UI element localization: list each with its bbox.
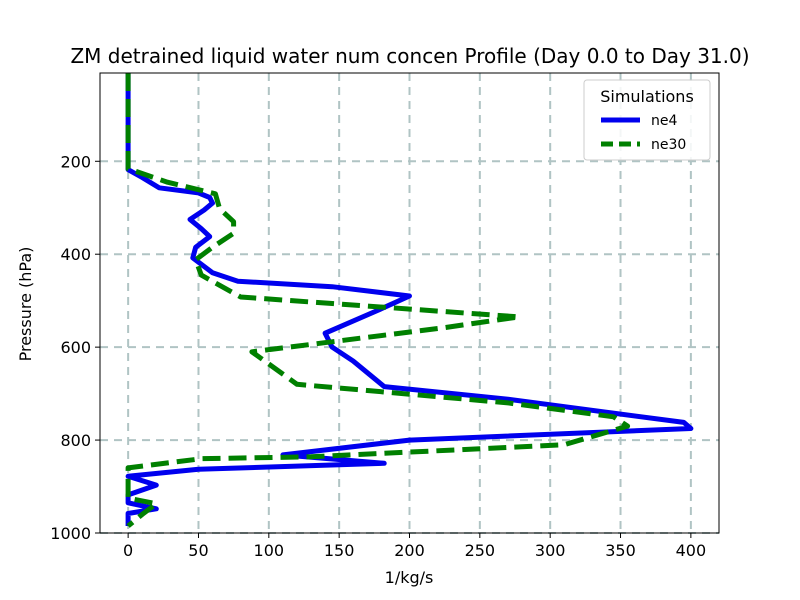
legend-label-ne4: ne4	[651, 113, 677, 129]
legend-title: Simulations	[600, 87, 694, 106]
x-tick-label: 150	[324, 541, 355, 560]
y-tick-label: 1000	[50, 524, 91, 543]
legend: Simulations ne4 ne30	[583, 79, 711, 161]
x-tick-label: 350	[605, 541, 636, 560]
x-tick-label: 50	[188, 541, 208, 560]
y-tick-label: 800	[60, 431, 91, 450]
x-tick-label: 300	[535, 541, 566, 560]
axis-ticks: 0 50 100 150 200 250 300 350 400 200 400 600 800 1000	[50, 152, 706, 560]
y-tick-label: 400	[60, 245, 91, 264]
x-tick-label: 200	[394, 541, 425, 560]
y-axis-label: Pressure (hPa)	[16, 247, 35, 362]
x-axis-label: 1/kg/s	[385, 568, 434, 587]
chart-title: ZM detrained liquid water num concen Pro…	[70, 44, 749, 68]
y-tick-label: 200	[60, 152, 91, 171]
series-line-ne30	[125, 73, 631, 528]
series-lines	[125, 73, 694, 528]
x-tick-label: 250	[465, 541, 496, 560]
x-tick-label: 400	[676, 541, 707, 560]
series-line-ne4	[125, 73, 694, 526]
y-tick-label: 600	[60, 338, 91, 357]
legend-box	[583, 79, 711, 161]
x-tick-label: 100	[254, 541, 285, 560]
legend-label-ne30: ne30	[651, 137, 686, 153]
x-tick-label: 0	[123, 541, 133, 560]
